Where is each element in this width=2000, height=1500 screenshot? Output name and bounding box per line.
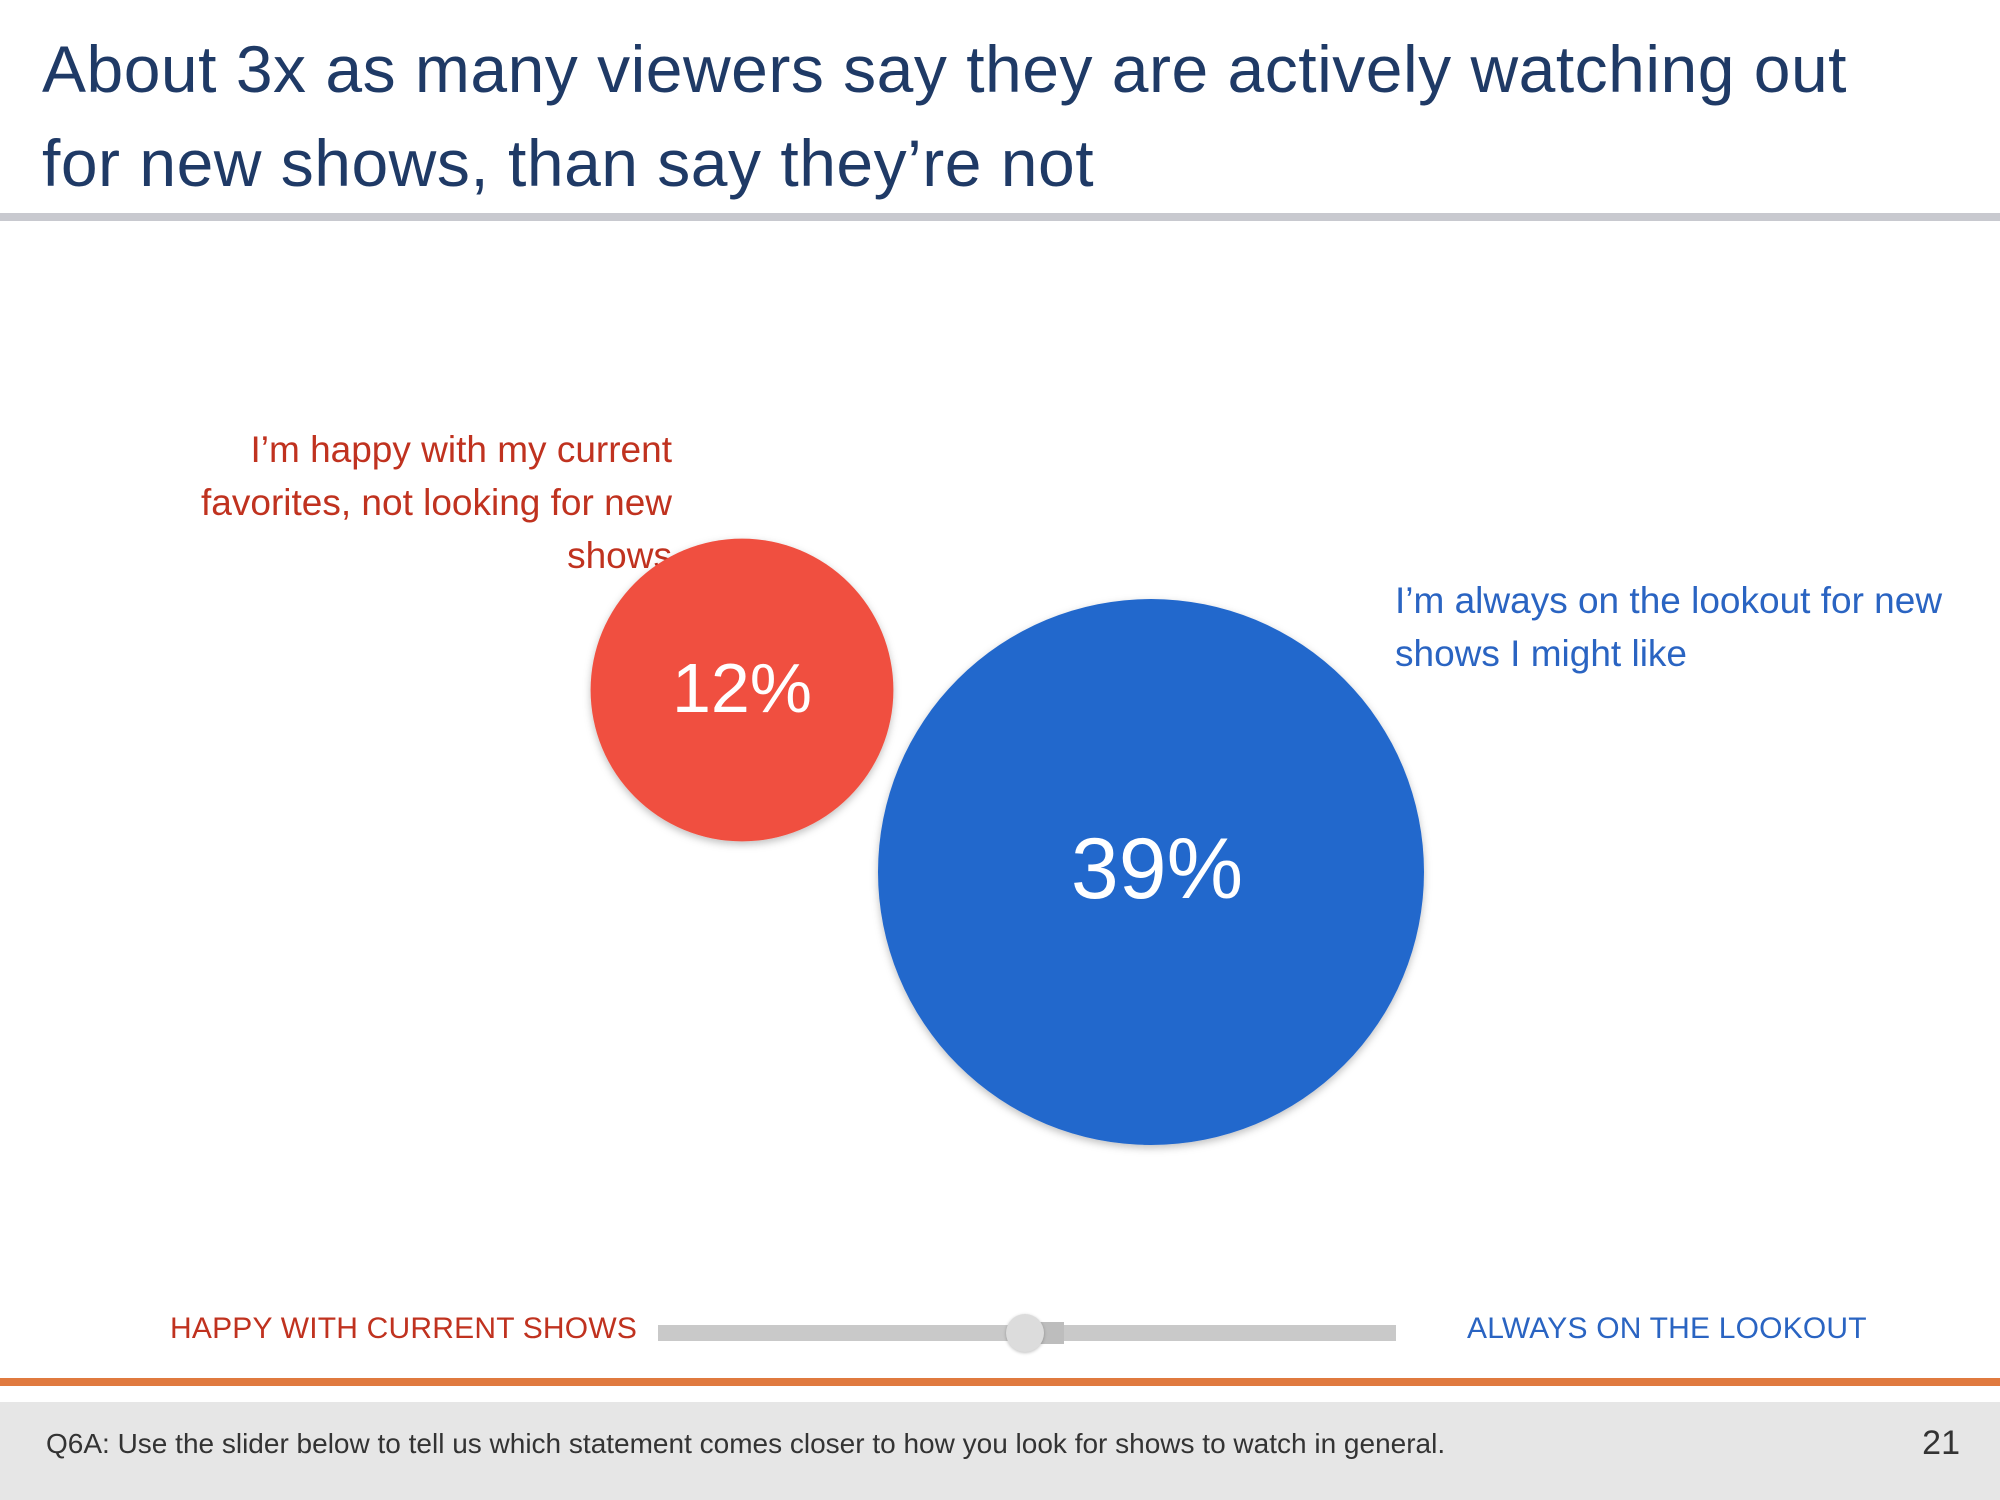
footer-bar: [0, 1402, 2000, 1500]
preference-slider[interactable]: [658, 1314, 1396, 1352]
bubble-lookout-value-label: 39%: [1071, 821, 1243, 917]
footer-question-note: Q6A: Use the slider below to tell us whi…: [46, 1428, 1446, 1459]
bubble-lookout: [878, 599, 1424, 1145]
footer-divider: [0, 1378, 2000, 1386]
bubble-happy: [590, 538, 894, 842]
happy-statement-label: I’m happy with my current favorites, not…: [201, 429, 672, 576]
title-divider: [0, 213, 2000, 221]
slider-knob[interactable]: [1006, 1314, 1045, 1352]
slider-left-label: HAPPY WITH CURRENT SHOWS: [170, 1312, 638, 1345]
page-title: About 3x as many viewers say they are ac…: [42, 32, 1848, 200]
page-number: 21: [1922, 1424, 1960, 1462]
slider-right-label: ALWAYS ON THE LOOKOUT: [1467, 1312, 1867, 1345]
bubble-happy-value-label: 12%: [672, 649, 812, 727]
lookout-statement-label: I’m always on the lookout for new shows …: [1395, 580, 1943, 674]
